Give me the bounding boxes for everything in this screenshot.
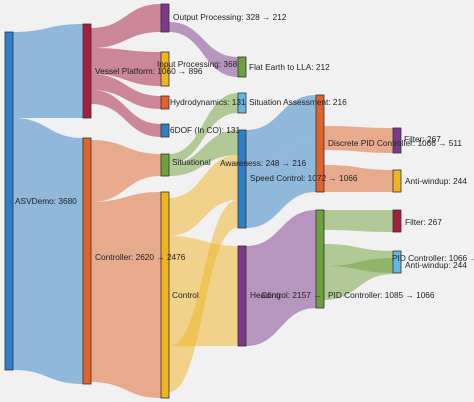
link-vessel-to-hydro [91, 74, 161, 109]
node-label-antiwindup2: Anti-windup: 244 [405, 260, 467, 270]
sankey-links [13, 4, 393, 398]
link-vessel-to-input [91, 48, 161, 86]
link-asvdemo-to-controller [13, 118, 83, 384]
node-output [160, 3, 170, 33]
link-control-to-speedctl [169, 155, 238, 236]
link-situational-to-sitassess [169, 93, 238, 164]
node-vessel [82, 23, 92, 119]
sankey-nodes [4, 3, 402, 399]
node-label-filter1: Filter: 267 [404, 134, 441, 144]
node-pid2 [392, 250, 402, 274]
node-flatearth [237, 56, 247, 78]
link-pid-to-antiwindup2 [324, 258, 393, 300]
link-vessel-to-sixdof [91, 90, 161, 137]
node-pid [315, 209, 325, 309]
link-controller-to-situational [91, 140, 161, 202]
node-label-sitassess: Situation Assessment: 216 [249, 97, 347, 107]
node-filter1 [392, 127, 402, 154]
node-controller [82, 137, 92, 385]
node-label-heading: Heading [250, 290, 281, 300]
node-label-output: Output Processing: 328 → 212 [173, 12, 287, 22]
node-label-awareness: Awareness: 248 → 216 [220, 158, 306, 168]
node-label-controller: Controller: 2620 → 2476 [95, 252, 186, 262]
node-label-asvdemo: ASVDemo: 3680 [15, 196, 77, 206]
link-asvdemo-to-vessel [13, 24, 83, 118]
node-label-discrete: Discrete PID Controller: 1066 → 511 [328, 138, 462, 148]
node-antiwindup1 [392, 169, 402, 193]
node-label-pid2: PID Controller: 1066 → 511 [392, 253, 474, 263]
node-label-hydro: Hydrodynamics: 131 [170, 97, 246, 107]
link-speedctl-to-discrete [246, 95, 316, 168]
node-label-situational: Situational [172, 157, 211, 167]
node-label-vessel: Vessel Platform: 1060 → 896 [95, 66, 203, 76]
link-heading-to-pid [246, 210, 316, 290]
node-label-sixdof: 6DOF (In CO): 131 [170, 125, 240, 135]
link-controller-to-control [91, 192, 161, 398]
node-situational [160, 153, 170, 177]
node-label-filter2: Filter: 267 [405, 217, 442, 227]
node-label-input: Input Processing: 368 [157, 59, 238, 69]
node-label-control: Control [172, 290, 199, 300]
link-speedctl-to-discrete [246, 140, 316, 228]
sankey-labels: ASVDemo: 3680 Vessel Platform: 1060 → 896… [15, 12, 474, 300]
node-sixdof [160, 123, 170, 138]
node-label-pid: PID Controller: 1085 → 1066 [328, 290, 435, 300]
node-asvdemo [4, 31, 14, 371]
node-label-flatearth: Flat Earth to LLA: 212 [249, 62, 330, 72]
node-filter2 [392, 209, 402, 233]
node-label-headingctl: Control: 2157 → [261, 290, 321, 300]
node-control [160, 191, 170, 399]
node-discrete [315, 94, 325, 193]
node-hydro [160, 95, 170, 110]
link-control-to-speedctl [169, 200, 238, 392]
link-heading-to-pid [246, 260, 316, 346]
node-label-speedctl: Speed Control: 1072 → 1066 [250, 173, 358, 183]
node-heading [237, 245, 247, 347]
link-situational-to-awareness [169, 130, 238, 176]
node-speedctl [237, 129, 247, 229]
node-sitassess [237, 92, 247, 114]
link-output-to-flatearth [169, 22, 238, 77]
link-discrete-to-antiwindup1 [324, 165, 393, 192]
node-label-antiwindup1: Anti-windup: 244 [405, 176, 467, 186]
link-pid-to-filter2 [324, 210, 393, 232]
link-vessel-to-output [91, 4, 161, 48]
link-discrete-to-filter1 [324, 126, 393, 153]
node-input [160, 51, 170, 87]
